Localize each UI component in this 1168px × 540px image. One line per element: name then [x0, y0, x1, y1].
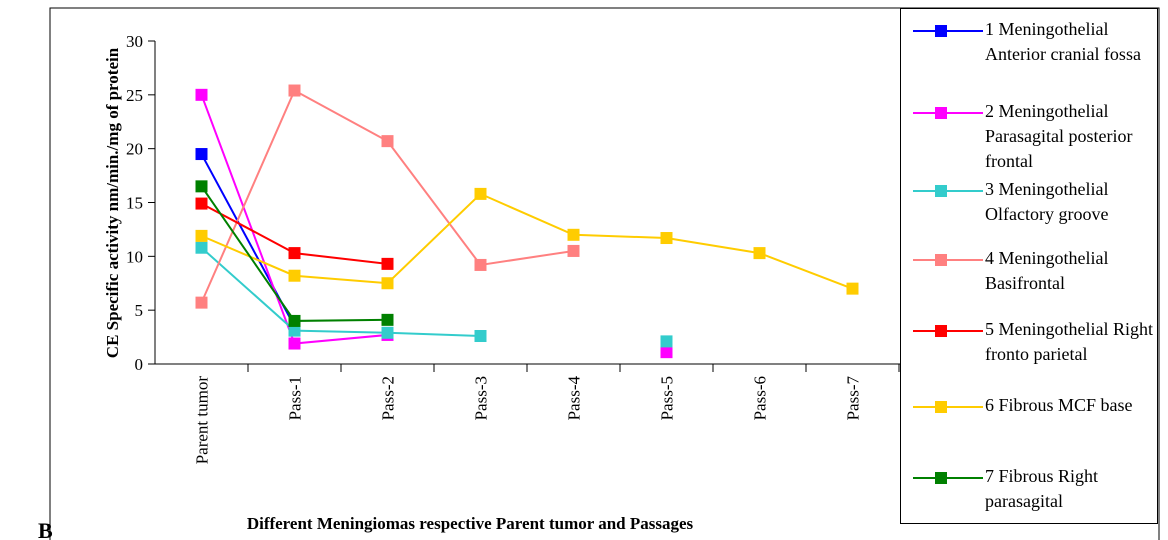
data-point: [753, 247, 766, 260]
y-tick-label: 30: [126, 32, 143, 51]
data-point: [288, 314, 301, 327]
legend-marker: [935, 25, 947, 37]
y-tick-label: 0: [135, 355, 144, 374]
legend-label: 7 Fibrous Right parasagital: [985, 466, 1099, 511]
legend-marker: [935, 254, 947, 266]
data-point: [474, 330, 487, 343]
data-point: [195, 88, 208, 101]
legend-swatch: [913, 401, 983, 413]
data-point: [195, 148, 208, 161]
x-axis-title: Different Meningiomas respective Parent …: [247, 514, 694, 533]
y-tick-label: 15: [126, 194, 143, 213]
x-tick-label: Pass-2: [379, 376, 398, 420]
data-point: [195, 229, 208, 242]
data-point: [288, 84, 301, 97]
panel-label: B: [38, 518, 53, 540]
data-point: [288, 337, 301, 350]
legend-swatch: [913, 185, 983, 197]
data-point: [288, 269, 301, 282]
legend-marker: [935, 472, 947, 484]
data-point: [381, 277, 394, 290]
data-point: [567, 228, 580, 241]
data-point: [381, 313, 394, 326]
legend-label: 5 Meningothelial Right fronto parietal: [985, 319, 1153, 364]
legend-swatch: [913, 107, 983, 119]
data-point: [381, 135, 394, 148]
legend-marker: [935, 185, 947, 197]
series-line: [202, 248, 667, 342]
data-point: [381, 326, 394, 339]
data-point: [567, 244, 580, 257]
legend-marker: [935, 325, 947, 337]
data-point: [288, 247, 301, 260]
legend-swatch: [913, 25, 983, 37]
y-tick-label: 20: [126, 140, 143, 159]
legend-marker: [935, 107, 947, 119]
x-tick-label: Pass-6: [751, 376, 770, 420]
data-point: [474, 258, 487, 271]
data-point: [660, 335, 673, 348]
x-tick-label: Pass-4: [565, 376, 584, 421]
legend-label: 3 Meningothelial Olfactory groove: [985, 179, 1109, 224]
x-tick-label: Parent tumor: [193, 376, 212, 465]
x-tick-label: Pass-1: [286, 376, 305, 420]
legend-label: 4 Meningothelial Basifrontal: [985, 248, 1109, 293]
data-point: [474, 187, 487, 200]
legend-marker: [935, 401, 947, 413]
data-point: [381, 257, 394, 270]
data-point: [660, 232, 673, 245]
legend-swatch: [913, 325, 983, 337]
legend: 1 Meningothelial Anterior cranial fossa 2…: [900, 8, 1158, 524]
legend-swatch: [913, 254, 983, 266]
data-point: [660, 346, 673, 359]
legend-label: 2 Meningothelial Parasagital posterior f…: [985, 101, 1133, 171]
x-tick-label: Pass-7: [844, 376, 863, 421]
data-point: [195, 180, 208, 193]
data-point: [195, 296, 208, 309]
data-point: [846, 282, 859, 295]
data-point: [195, 197, 208, 210]
data-point: [195, 241, 208, 254]
x-tick-label: Pass-3: [472, 376, 491, 420]
figure-frame: [49, 7, 1160, 540]
data-point: [288, 324, 301, 337]
legend-label: 1 Meningothelial Anterior cranial fossa: [985, 19, 1141, 64]
y-tick-label: 10: [126, 247, 143, 266]
legend-swatch: [913, 472, 983, 484]
y-tick-label: 25: [126, 86, 143, 105]
y-tick-label: 5: [135, 301, 144, 320]
x-tick-label: Pass-5: [658, 376, 677, 420]
series-line: [201, 192, 853, 290]
series-line: [202, 95, 667, 352]
y-axis-title: CE Specific activity nm/min./mg of prote…: [103, 47, 122, 359]
legend-label: 6 Fibrous MCF base: [985, 395, 1133, 415]
series-line: [200, 89, 574, 304]
